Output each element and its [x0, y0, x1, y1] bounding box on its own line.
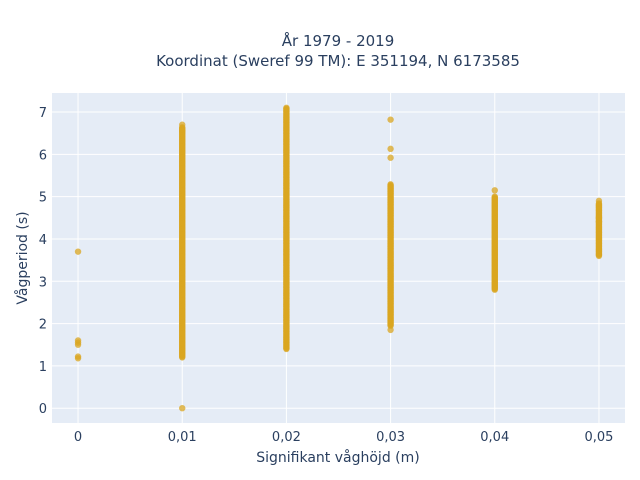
- data-point: [74, 355, 82, 362]
- data-point: [595, 218, 603, 226]
- data-point: [283, 104, 290, 112]
- y-axis-title: Vågperiod (s): [14, 211, 31, 304]
- data-point: [387, 326, 394, 334]
- chart-title-line1: År 1979 - 2019: [282, 31, 395, 50]
- x-tick-label: 0: [74, 430, 82, 445]
- y-tick-label: 4: [39, 233, 47, 248]
- data-point: [179, 404, 186, 412]
- data-point: [387, 116, 394, 123]
- data-point: [74, 248, 82, 255]
- x-tick-label: 0,01: [168, 430, 197, 445]
- chart-title-line2: Koordinat (Sweref 99 TM): E 351194, N 61…: [156, 52, 520, 70]
- data-point: [387, 181, 394, 188]
- data-point: [491, 187, 498, 194]
- x-tick-label: 0,04: [480, 430, 509, 445]
- y-axis-ticks: 0 1 2 3 4 5 6 7: [39, 106, 47, 417]
- y-tick-label: 7: [39, 106, 47, 121]
- y-tick-label: 0: [39, 402, 47, 417]
- data-point: [179, 127, 186, 135]
- y-tick-label: 3: [39, 275, 47, 290]
- data-point: [491, 193, 498, 200]
- data-point: [74, 341, 82, 348]
- plot-area: [52, 93, 625, 423]
- y-tick-label: 1: [39, 360, 47, 375]
- x-tick-label: 0,02: [272, 430, 301, 445]
- x-axis-ticks: 0 0,01 0,02 0,03 0,04 0,05: [74, 430, 614, 445]
- data-point: [387, 154, 394, 161]
- x-tick-label: 0,03: [376, 430, 405, 445]
- y-tick-label: 6: [39, 148, 47, 163]
- data-point: [595, 197, 603, 205]
- data-point: [179, 121, 186, 128]
- y-tick-label: 2: [39, 318, 47, 333]
- x-axis-title: Signifikant våghöjd (m): [256, 449, 419, 466]
- x-tick-label: 0,05: [584, 430, 613, 445]
- data-point: [387, 145, 394, 153]
- y-tick-label: 5: [39, 191, 47, 206]
- data-points: [74, 104, 603, 412]
